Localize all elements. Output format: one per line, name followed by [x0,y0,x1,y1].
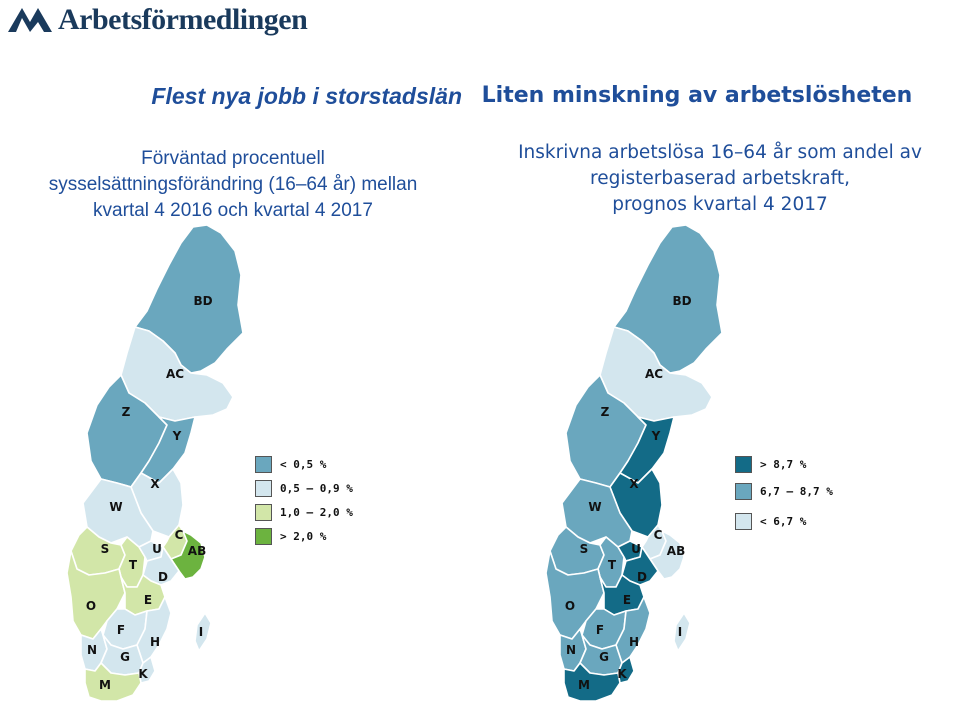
region-label-t: T [608,558,617,572]
legend-item: > 8,7 % [735,452,833,476]
region-label-m: M [578,678,590,692]
region-label-m: M [99,678,111,692]
region-m [563,662,621,702]
legend-swatch [255,527,272,545]
legend-label: < 6,7 % [760,514,807,528]
region-label-o: O [565,599,575,613]
legend-swatch [735,482,752,500]
left-subtitle: Förväntad procentuell sysselsättningsför… [0,146,466,224]
region-label-k: K [617,667,627,681]
right-subtitle-line: prognos kvartal 4 2017 [612,194,828,215]
region-label-f: F [596,623,604,637]
legend-label: 0,5 – 0,9 % [280,481,353,495]
sweden-map-unemployment: BD AC Z Y X W S TUC AB D O E F H I N GK M [545,225,723,702]
region-label-t: T [129,558,138,572]
legend-swatch [735,455,752,473]
left-subtitle-line: sysselsättningsförändring (16–64 år) mel… [48,174,418,195]
region-label-x: X [629,477,639,491]
legend-item: < 6,7 % [735,509,833,533]
region-label-s: S [580,542,589,556]
left-title: Flest nya jobb i storstadslän [151,83,462,109]
region-i [673,612,691,652]
right-subtitle-line: Inskrivna arbetslösa 16–64 år som andel … [518,142,922,163]
region-ab [170,530,206,580]
region-label-ac: AC [645,367,663,381]
left-subtitle-line: Förväntad procentuell [141,148,325,169]
legend-label: 1,0 – 2,0 % [280,505,353,519]
region-label-o: O [86,599,96,613]
region-label-g: G [599,650,609,664]
sweden-map-employment: BD AC Z Y X W S TUC AB D O E F H I N GK M [66,225,244,702]
legend-label: 6,7 – 8,7 % [760,484,833,498]
legend-item: < 0,5 % [255,452,353,476]
region-label-g: G [120,650,130,664]
region-label-y: Y [651,429,661,443]
region-i [194,612,212,652]
region-label-bd: BD [193,294,212,308]
region-label-c: C [654,528,663,542]
region-label-x: X [150,477,160,491]
region-label-w: W [109,500,122,514]
region-label-z: Z [122,405,131,419]
region-label-z: Z [601,405,610,419]
legend-employment: < 0,5 % 0,5 – 0,9 % 1,0 – 2,0 % > 2,0 % [255,452,353,548]
right-subtitle: Inskrivna arbetslösa 16–64 år som andel … [480,140,960,218]
region-label-i: I [199,625,203,639]
region-label-k: K [138,667,148,681]
region-label-e: E [144,593,152,607]
region-label-i: I [678,625,682,639]
legend-item: 0,5 – 0,9 % [255,476,353,500]
legend-label: < 0,5 % [280,457,327,471]
af-logo-icon [8,8,52,32]
region-label-u: U [152,542,162,556]
region-label-n: N [566,643,576,657]
region-ab [649,530,685,580]
left-subtitle-line: kvartal 4 2016 och kvartal 4 2017 [93,200,373,221]
legend-unemployment: > 8,7 % 6,7 – 8,7 % < 6,7 % [735,452,833,533]
region-label-s: S [101,542,110,556]
region-label-f: F [117,623,125,637]
logo-text: Arbetsförmedlingen [58,3,308,36]
region-label-h: H [629,635,639,649]
region-label-n: N [87,643,97,657]
region-m [84,662,142,702]
legend-item: 1,0 – 2,0 % [255,500,353,524]
legend-label: > 2,0 % [280,529,327,543]
region-label-ac: AC [166,367,184,381]
legend-label: > 8,7 % [760,457,807,471]
region-label-w: W [588,500,601,514]
region-label-e: E [623,593,631,607]
region-label-bd: BD [672,294,691,308]
region-label-d: D [637,570,647,584]
legend-item: 6,7 – 8,7 % [735,479,833,503]
right-title: Liten minskning av arbetslösheten [481,83,913,108]
legend-item: > 2,0 % [255,524,353,548]
right-subtitle-line: registerbaserad arbetskraft, [590,168,850,189]
region-label-y: Y [172,429,182,443]
region-label-u: U [631,542,641,556]
region-label-h: H [150,635,160,649]
region-label-ab: AB [667,544,685,558]
region-label-d: D [158,570,168,584]
region-label-ab: AB [188,544,206,558]
legend-swatch [735,512,752,530]
legend-swatch [255,455,272,473]
legend-swatch [255,503,272,521]
region-label-c: C [175,528,184,542]
logo: Arbetsförmedlingen [8,2,308,38]
legend-swatch [255,479,272,497]
